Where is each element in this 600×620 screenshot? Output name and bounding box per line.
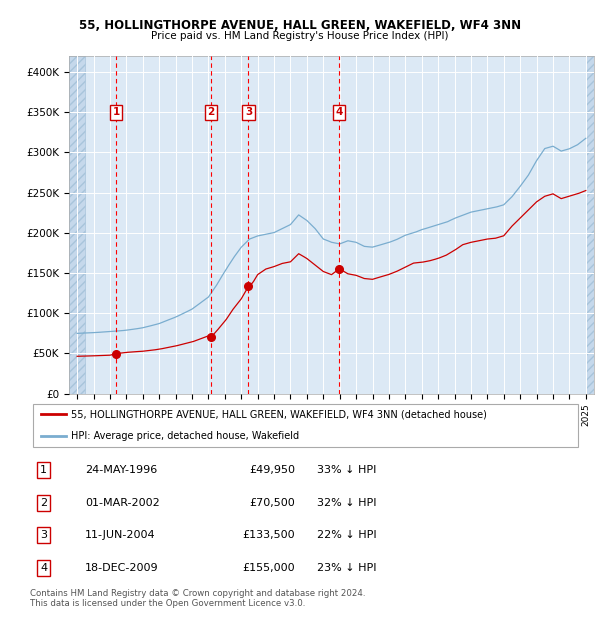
Text: 1: 1: [40, 465, 47, 475]
Text: 55, HOLLINGTHORPE AVENUE, HALL GREEN, WAKEFIELD, WF4 3NN: 55, HOLLINGTHORPE AVENUE, HALL GREEN, WA…: [79, 19, 521, 32]
Text: 2: 2: [208, 107, 215, 117]
Text: 22% ↓ HPI: 22% ↓ HPI: [317, 530, 377, 540]
Text: 3: 3: [245, 107, 252, 117]
Text: £155,000: £155,000: [242, 563, 295, 573]
Text: 24-MAY-1996: 24-MAY-1996: [85, 465, 157, 475]
Text: 55, HOLLINGTHORPE AVENUE, HALL GREEN, WAKEFIELD, WF4 3NN (detached house): 55, HOLLINGTHORPE AVENUE, HALL GREEN, WA…: [71, 409, 487, 419]
Text: 18-DEC-2009: 18-DEC-2009: [85, 563, 159, 573]
Text: 2: 2: [40, 498, 47, 508]
Text: 1: 1: [113, 107, 120, 117]
Text: Price paid vs. HM Land Registry's House Price Index (HPI): Price paid vs. HM Land Registry's House …: [151, 31, 449, 41]
FancyBboxPatch shape: [33, 404, 578, 447]
Text: 32% ↓ HPI: 32% ↓ HPI: [317, 498, 377, 508]
Text: 33% ↓ HPI: 33% ↓ HPI: [317, 465, 376, 475]
Bar: [69, 56, 85, 394]
Text: 4: 4: [40, 563, 47, 573]
Text: 01-MAR-2002: 01-MAR-2002: [85, 498, 160, 508]
Text: Contains HM Land Registry data © Crown copyright and database right 2024.
This d: Contains HM Land Registry data © Crown c…: [30, 589, 365, 608]
Text: £133,500: £133,500: [242, 530, 295, 540]
Text: HPI: Average price, detached house, Wakefield: HPI: Average price, detached house, Wake…: [71, 432, 299, 441]
Text: 3: 3: [40, 530, 47, 540]
Text: £70,500: £70,500: [249, 498, 295, 508]
Text: 11-JUN-2004: 11-JUN-2004: [85, 530, 156, 540]
Text: 23% ↓ HPI: 23% ↓ HPI: [317, 563, 377, 573]
Bar: [586, 56, 594, 394]
Text: £49,950: £49,950: [249, 465, 295, 475]
Text: 4: 4: [335, 107, 343, 117]
